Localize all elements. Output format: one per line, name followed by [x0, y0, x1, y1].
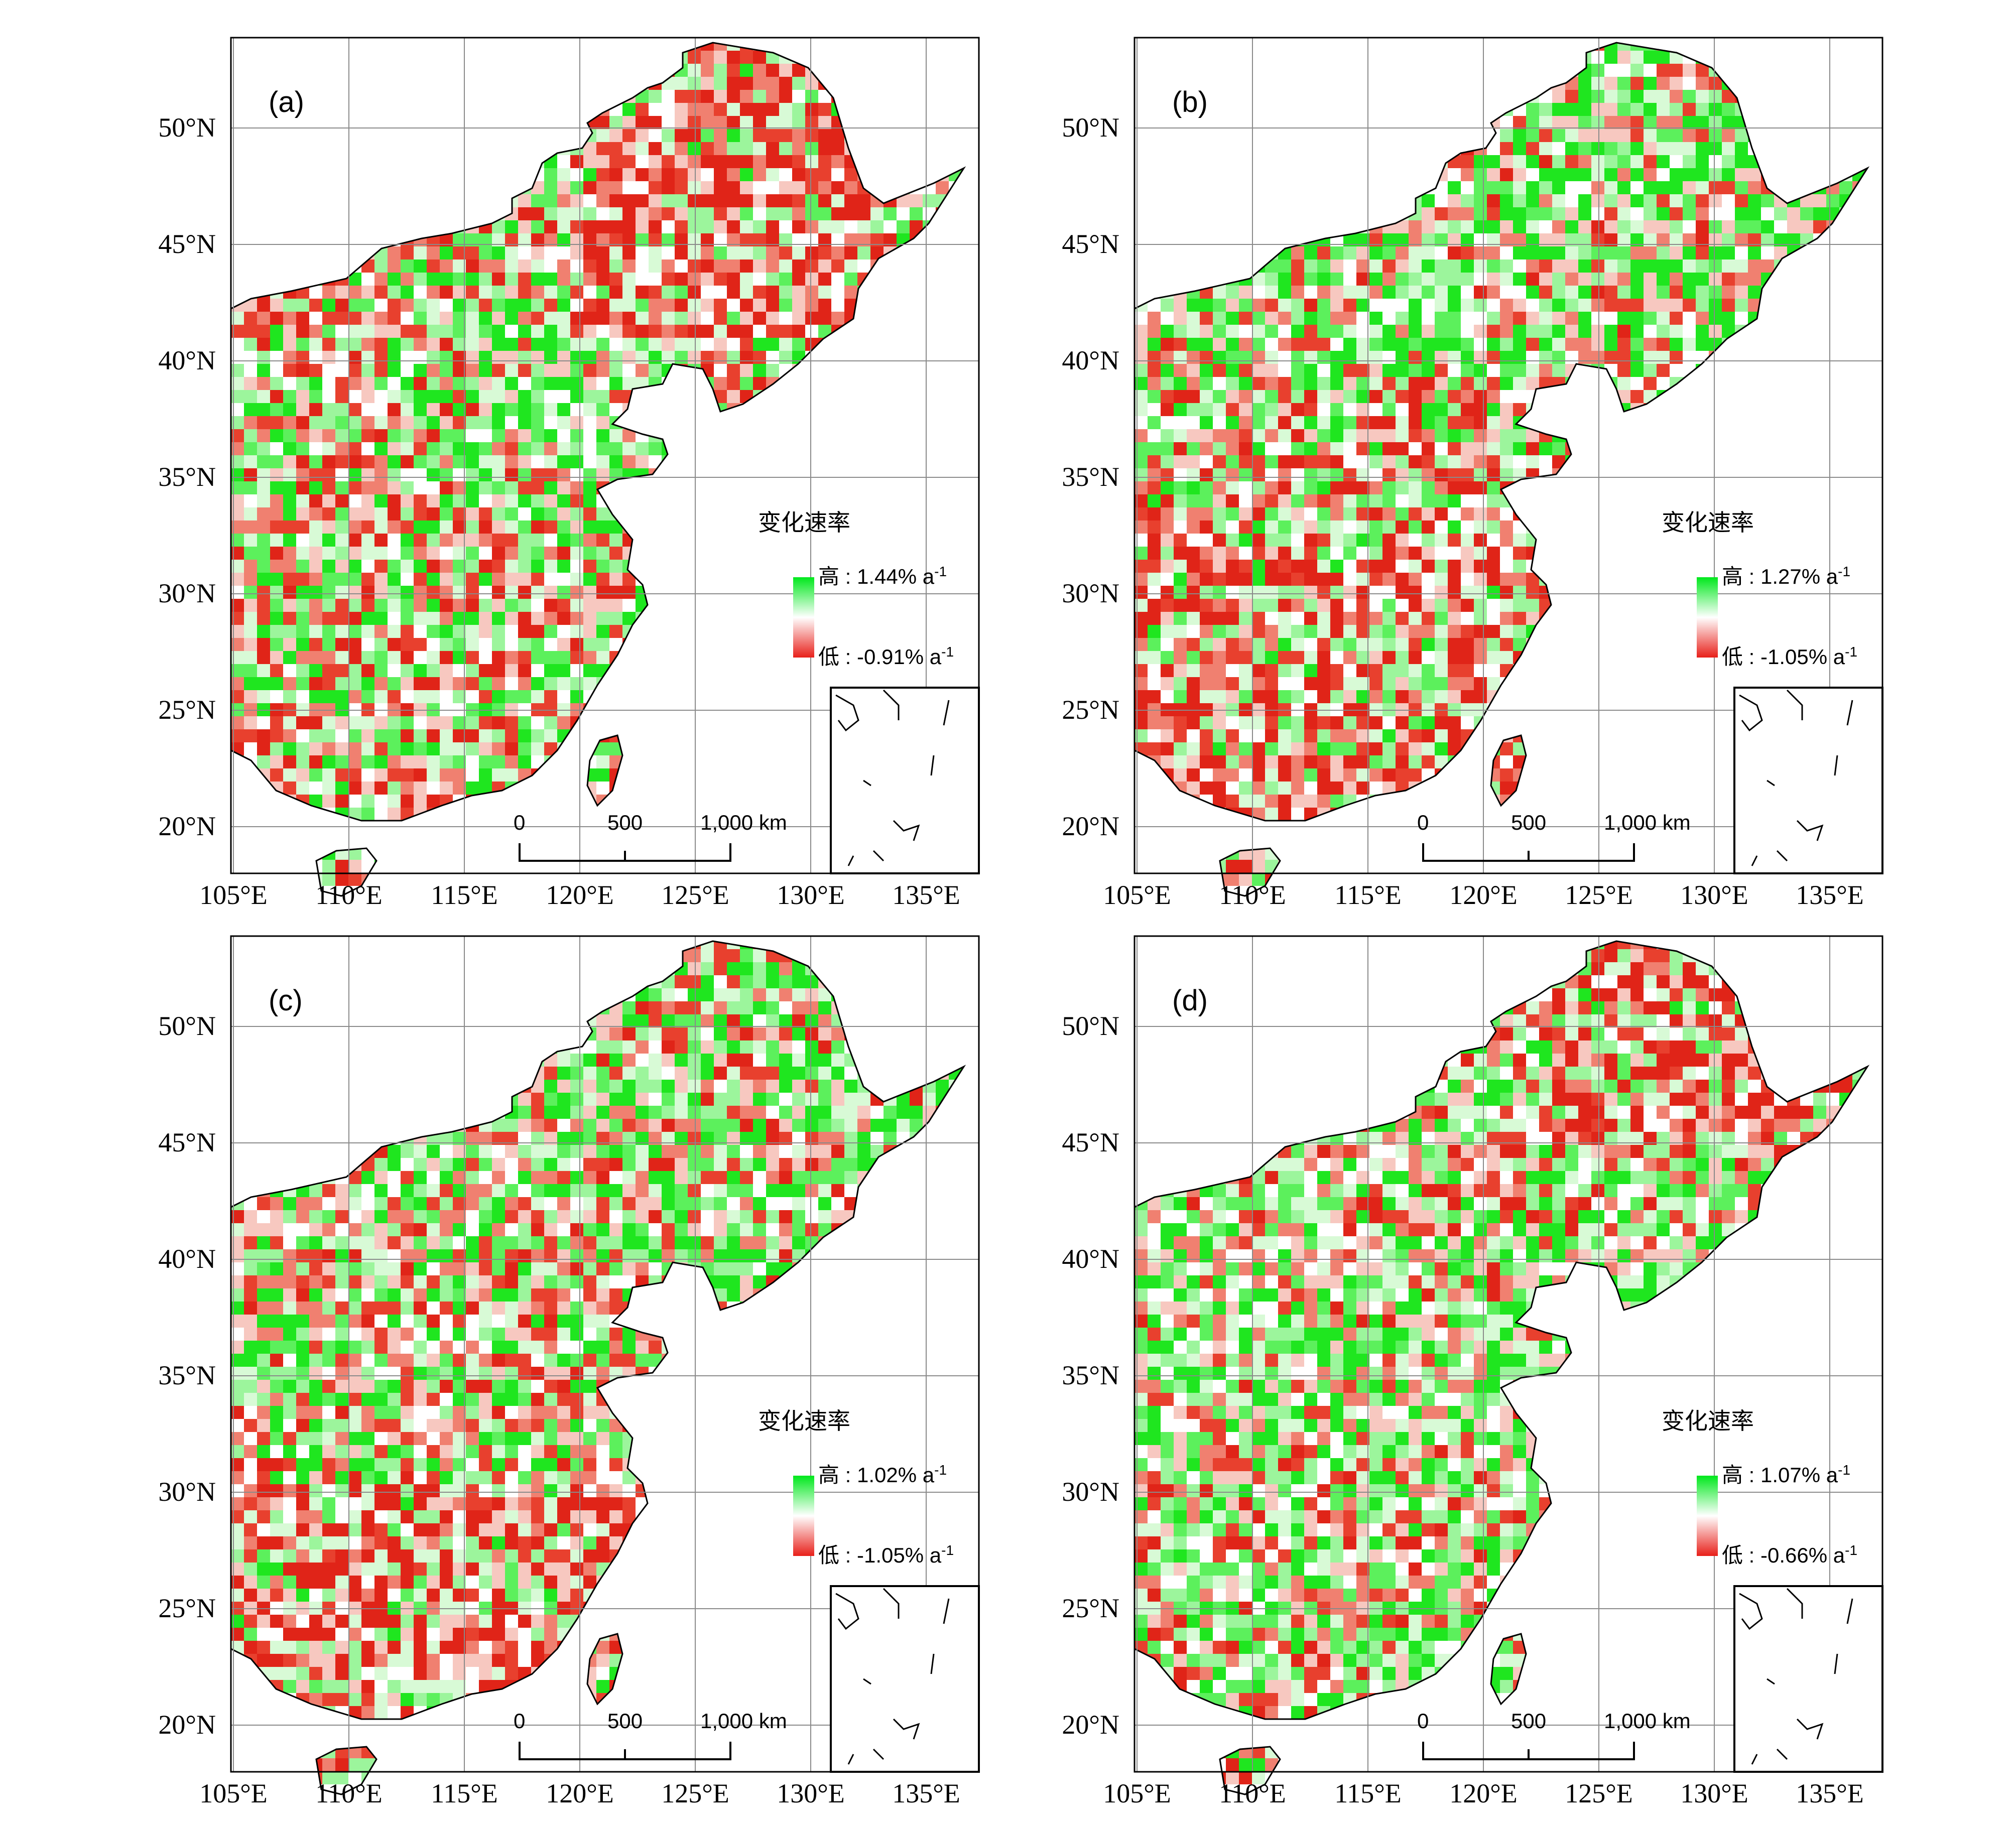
- map-svg: [1024, 929, 1928, 1822]
- latitude-tick-label: 50°N: [994, 112, 1119, 143]
- south-china-sea-inset: [831, 1586, 979, 1772]
- panel-label: (d): [1172, 984, 1208, 1017]
- scale-label-0: 0: [514, 1709, 525, 1733]
- latitude-tick-label: 50°N: [90, 112, 216, 143]
- latitude-tick-label: 35°N: [994, 461, 1119, 492]
- latitude-tick-label: 45°N: [994, 228, 1119, 259]
- map-svg: [120, 929, 1024, 1822]
- latitude-tick-label: 25°N: [994, 694, 1119, 725]
- latitude-tick-label: 40°N: [90, 345, 216, 376]
- latitude-tick-label: 30°N: [994, 1476, 1119, 1507]
- latitude-tick-label: 20°N: [994, 1709, 1119, 1740]
- scale-bar: [1423, 1742, 1634, 1759]
- legend-color-bar: [1697, 577, 1718, 658]
- latitude-tick-label: 40°N: [90, 1243, 216, 1274]
- south-china-sea-inset: [1734, 688, 1882, 873]
- longitude-tick-label: 135°E: [1754, 1778, 1905, 1809]
- legend-title: 变化速率: [1662, 504, 1754, 538]
- panel-label: (a): [269, 85, 304, 119]
- latitude-tick-label: 50°N: [994, 1010, 1119, 1042]
- latitude-tick-label: 30°N: [90, 1476, 216, 1507]
- latitude-tick-label: 25°N: [994, 1593, 1119, 1624]
- latitude-tick-label: 30°N: [90, 578, 216, 609]
- legend-color-bar: [793, 577, 814, 658]
- south-china-sea-inset: [1734, 1586, 1882, 1772]
- legend-title: 变化速率: [758, 1403, 850, 1436]
- legend-high-label: 高 : 1.44% a-1: [818, 560, 947, 590]
- latitude-tick-label: 45°N: [90, 228, 216, 259]
- legend-high-label: 高 : 1.02% a-1: [818, 1458, 947, 1489]
- scale-label-500: 500: [1511, 1709, 1546, 1733]
- panel-label: (b): [1172, 85, 1208, 119]
- legend-color-bar: [793, 1476, 814, 1556]
- legend-high-label: 高 : 1.07% a-1: [1722, 1458, 1850, 1489]
- latitude-tick-label: 45°N: [994, 1127, 1119, 1158]
- legend-low-label: 低 : -0.91% a-1: [818, 640, 954, 671]
- latitude-tick-label: 40°N: [994, 1243, 1119, 1274]
- scale-bar: [520, 1742, 730, 1759]
- latitude-tick-label: 25°N: [90, 1593, 216, 1624]
- legend-color-bar: [1697, 1476, 1718, 1556]
- longitude-tick-label: 135°E: [851, 1778, 1001, 1809]
- legend-low-label: 低 : -1.05% a-1: [1722, 640, 1857, 671]
- scale-bar: [1423, 843, 1634, 861]
- scale-label-1000: 1,000 km: [1604, 811, 1691, 835]
- scale-label-1000: 1,000 km: [700, 811, 787, 835]
- legend-title: 变化速率: [1662, 1403, 1754, 1436]
- scale-label-500: 500: [1511, 811, 1546, 835]
- map-svg: [120, 30, 1024, 924]
- latitude-tick-label: 20°N: [90, 811, 216, 842]
- latitude-tick-label: 50°N: [90, 1010, 216, 1042]
- legend-low-label: 低 : -0.66% a-1: [1722, 1538, 1857, 1569]
- latitude-tick-label: 45°N: [90, 1127, 216, 1158]
- latitude-tick-label: 20°N: [994, 811, 1119, 842]
- legend-high-label: 高 : 1.27% a-1: [1722, 560, 1850, 590]
- latitude-tick-label: 35°N: [994, 1360, 1119, 1391]
- scale-bar: [520, 843, 730, 861]
- longitude-tick-label: 135°E: [1754, 879, 1905, 910]
- longitude-tick-label: 135°E: [851, 879, 1001, 910]
- scale-label-0: 0: [1417, 811, 1429, 835]
- legend-low-label: 低 : -1.05% a-1: [818, 1538, 954, 1569]
- map-svg: [1024, 30, 1928, 924]
- latitude-tick-label: 30°N: [994, 578, 1119, 609]
- scale-label-500: 500: [607, 811, 643, 835]
- south-china-sea-inset: [831, 688, 979, 873]
- scale-label-0: 0: [514, 811, 525, 835]
- scale-label-500: 500: [607, 1709, 643, 1733]
- latitude-tick-label: 35°N: [90, 1360, 216, 1391]
- latitude-tick-label: 40°N: [994, 345, 1119, 376]
- latitude-tick-label: 35°N: [90, 461, 216, 492]
- scale-label-0: 0: [1417, 1709, 1429, 1733]
- panel-label: (c): [269, 984, 303, 1017]
- scale-label-1000: 1,000 km: [1604, 1709, 1691, 1733]
- legend-title: 变化速率: [758, 504, 850, 538]
- latitude-tick-label: 20°N: [90, 1709, 216, 1740]
- scale-label-1000: 1,000 km: [700, 1709, 787, 1733]
- latitude-tick-label: 25°N: [90, 694, 216, 725]
